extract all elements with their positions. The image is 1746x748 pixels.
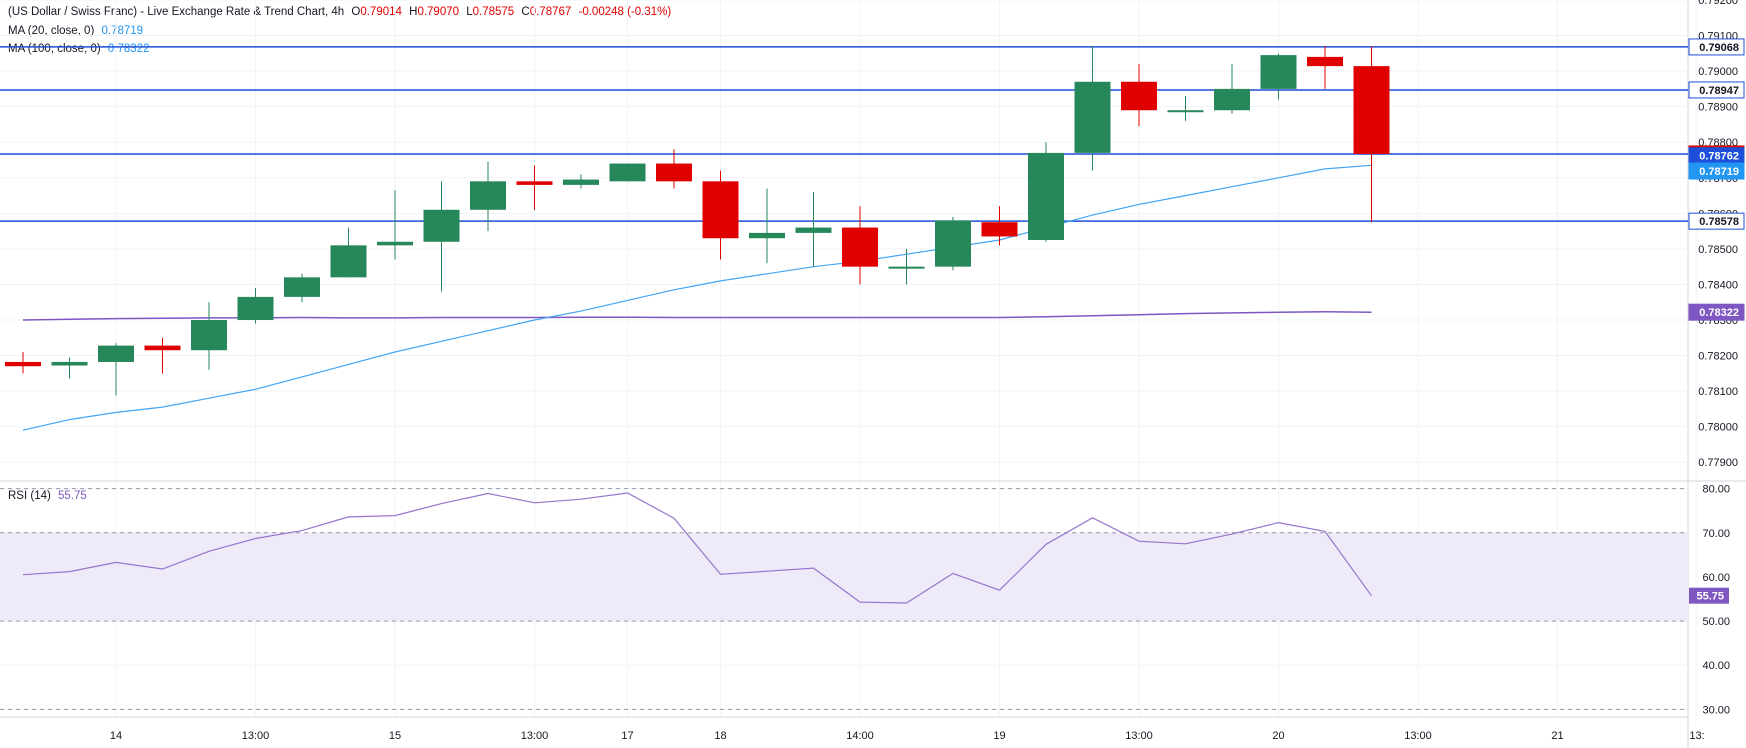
ma20-line — [22, 164, 1372, 431]
candle-body[interactable] — [888, 266, 925, 269]
rsi-tick-label: 60.00 — [1702, 572, 1730, 584]
time-tick-label: 13:00 — [1404, 730, 1432, 742]
candle-body[interactable] — [795, 227, 832, 233]
candle-body[interactable] — [609, 163, 646, 182]
candle-body[interactable] — [1214, 88, 1250, 111]
candle-body[interactable] — [284, 277, 320, 297]
open-value: 0.79014 — [360, 6, 402, 18]
candle-body[interactable] — [702, 181, 739, 239]
price-badge-label: 0.78578 — [1699, 216, 1739, 228]
ma20-legend: MA (20, close, 0) 0.78719 — [8, 25, 147, 37]
candle-body[interactable] — [563, 179, 599, 185]
candle-body[interactable] — [237, 296, 274, 320]
time-tick-label: 13:00 — [521, 730, 549, 742]
candle-body[interactable] — [1307, 56, 1343, 67]
time-tick-label: 13:00 — [242, 730, 270, 742]
candle-body[interactable] — [749, 232, 785, 239]
candle-body[interactable] — [98, 345, 134, 362]
candle-body[interactable] — [5, 361, 41, 367]
price-badge-label: 0.79068 — [1699, 42, 1739, 54]
rsi-label: RSI (14) — [8, 490, 51, 502]
price-badge-label: 0.78719 — [1699, 166, 1739, 178]
rsi-badge — [1689, 587, 1729, 604]
ma100-line — [22, 311, 1372, 321]
rsi-badge-label: 55.75 — [1696, 591, 1724, 603]
time-tick-label: 18 — [714, 730, 726, 742]
ma100-label: MA (100, close, 0) — [8, 43, 101, 55]
price-tick-label: 0.78500 — [1698, 244, 1738, 256]
time-tick-label: 19 — [993, 730, 1005, 742]
price-badge — [1688, 212, 1745, 230]
candle-body[interactable] — [1121, 81, 1157, 111]
high-label: H — [409, 6, 418, 18]
change-value: -0.00248 (-0.31%) — [578, 6, 672, 18]
candle-body[interactable] — [981, 222, 1018, 237]
rsi-band — [0, 532, 1688, 622]
candle-body[interactable] — [656, 163, 692, 182]
price-badge-label: 0.78947 — [1699, 85, 1739, 97]
rsi-tick-label: 30.00 — [1702, 704, 1730, 716]
low-value: 0.78575 — [472, 6, 515, 18]
rsi-tick-label: 80.00 — [1702, 484, 1730, 496]
ma100-legend: MA (100, close, 0) 0.78322 — [8, 43, 153, 55]
low-label: L — [466, 6, 473, 18]
candle-body[interactable] — [1028, 152, 1064, 240]
candle-body[interactable] — [1260, 55, 1297, 89]
candle-body[interactable] — [377, 241, 413, 246]
price-badge — [1688, 81, 1745, 99]
chart-header: (US Dollar / Swiss Franc) - Live Exchang… — [8, 6, 675, 18]
time-tick-label: 13:00 — [1125, 730, 1153, 742]
candle-body[interactable] — [1074, 81, 1111, 153]
time-tick-label: 15 — [389, 730, 401, 742]
open-label: O — [351, 6, 361, 18]
price-tick-label: 0.78400 — [1698, 279, 1738, 291]
rsi-legend: RSI (14) 55.75 — [8, 490, 91, 502]
candle-body[interactable] — [191, 320, 227, 351]
rsi-tick-label: 50.00 — [1702, 616, 1730, 628]
symbol-title: (US Dollar / Swiss Franc) - Live Exchang… — [8, 6, 345, 18]
close-label: C — [521, 6, 530, 18]
time-tick-label: 20 — [1272, 730, 1284, 742]
time-tick-label: 13: — [1689, 730, 1704, 742]
rsi-line — [22, 492, 1372, 604]
candle-body[interactable] — [516, 181, 553, 185]
price-tick-label: 0.78100 — [1698, 386, 1738, 398]
price-tick-label: 0.78200 — [1698, 351, 1738, 363]
price-tick-label: 0.77900 — [1698, 457, 1738, 469]
close-value: 0.78767 — [529, 6, 572, 18]
rsi-tick-label: 40.00 — [1702, 660, 1730, 672]
price-tick-label: 0.78900 — [1698, 102, 1738, 114]
time-tick-label: 21 — [1551, 730, 1563, 742]
candle-body[interactable] — [51, 361, 88, 366]
candle-body[interactable] — [1353, 66, 1390, 154]
price-tick-label: 0.79200 — [1698, 0, 1738, 7]
time-tick-label: 17 — [621, 730, 633, 742]
price-badge-label: 0.78762 — [1699, 151, 1739, 163]
ma100-value: 0.78322 — [107, 43, 150, 55]
rsi-value: 55.75 — [58, 490, 87, 502]
price-tick-label: 0.79000 — [1698, 66, 1738, 78]
candle-body[interactable] — [1167, 110, 1204, 113]
price-badge — [1688, 38, 1745, 56]
rsi-tick-label: 70.00 — [1702, 528, 1730, 540]
time-tick-label: 14 — [110, 730, 122, 742]
ma20-value: 0.78719 — [101, 25, 144, 37]
ma20-label: MA (20, close, 0) — [8, 25, 95, 37]
candle-body[interactable] — [144, 345, 181, 351]
price-badge-label: 0.78322 — [1699, 307, 1739, 319]
price-badge — [1688, 303, 1745, 321]
candle-body[interactable] — [935, 220, 971, 267]
price-badge — [1688, 162, 1745, 180]
high-value: 0.79070 — [417, 6, 460, 18]
candle-body[interactable] — [423, 209, 460, 242]
price-tick-label: 0.78000 — [1698, 422, 1738, 434]
time-tick-label: 14:00 — [846, 730, 874, 742]
candle-body[interactable] — [470, 181, 506, 210]
candle-body[interactable] — [330, 245, 367, 278]
candle-body[interactable] — [842, 227, 878, 267]
